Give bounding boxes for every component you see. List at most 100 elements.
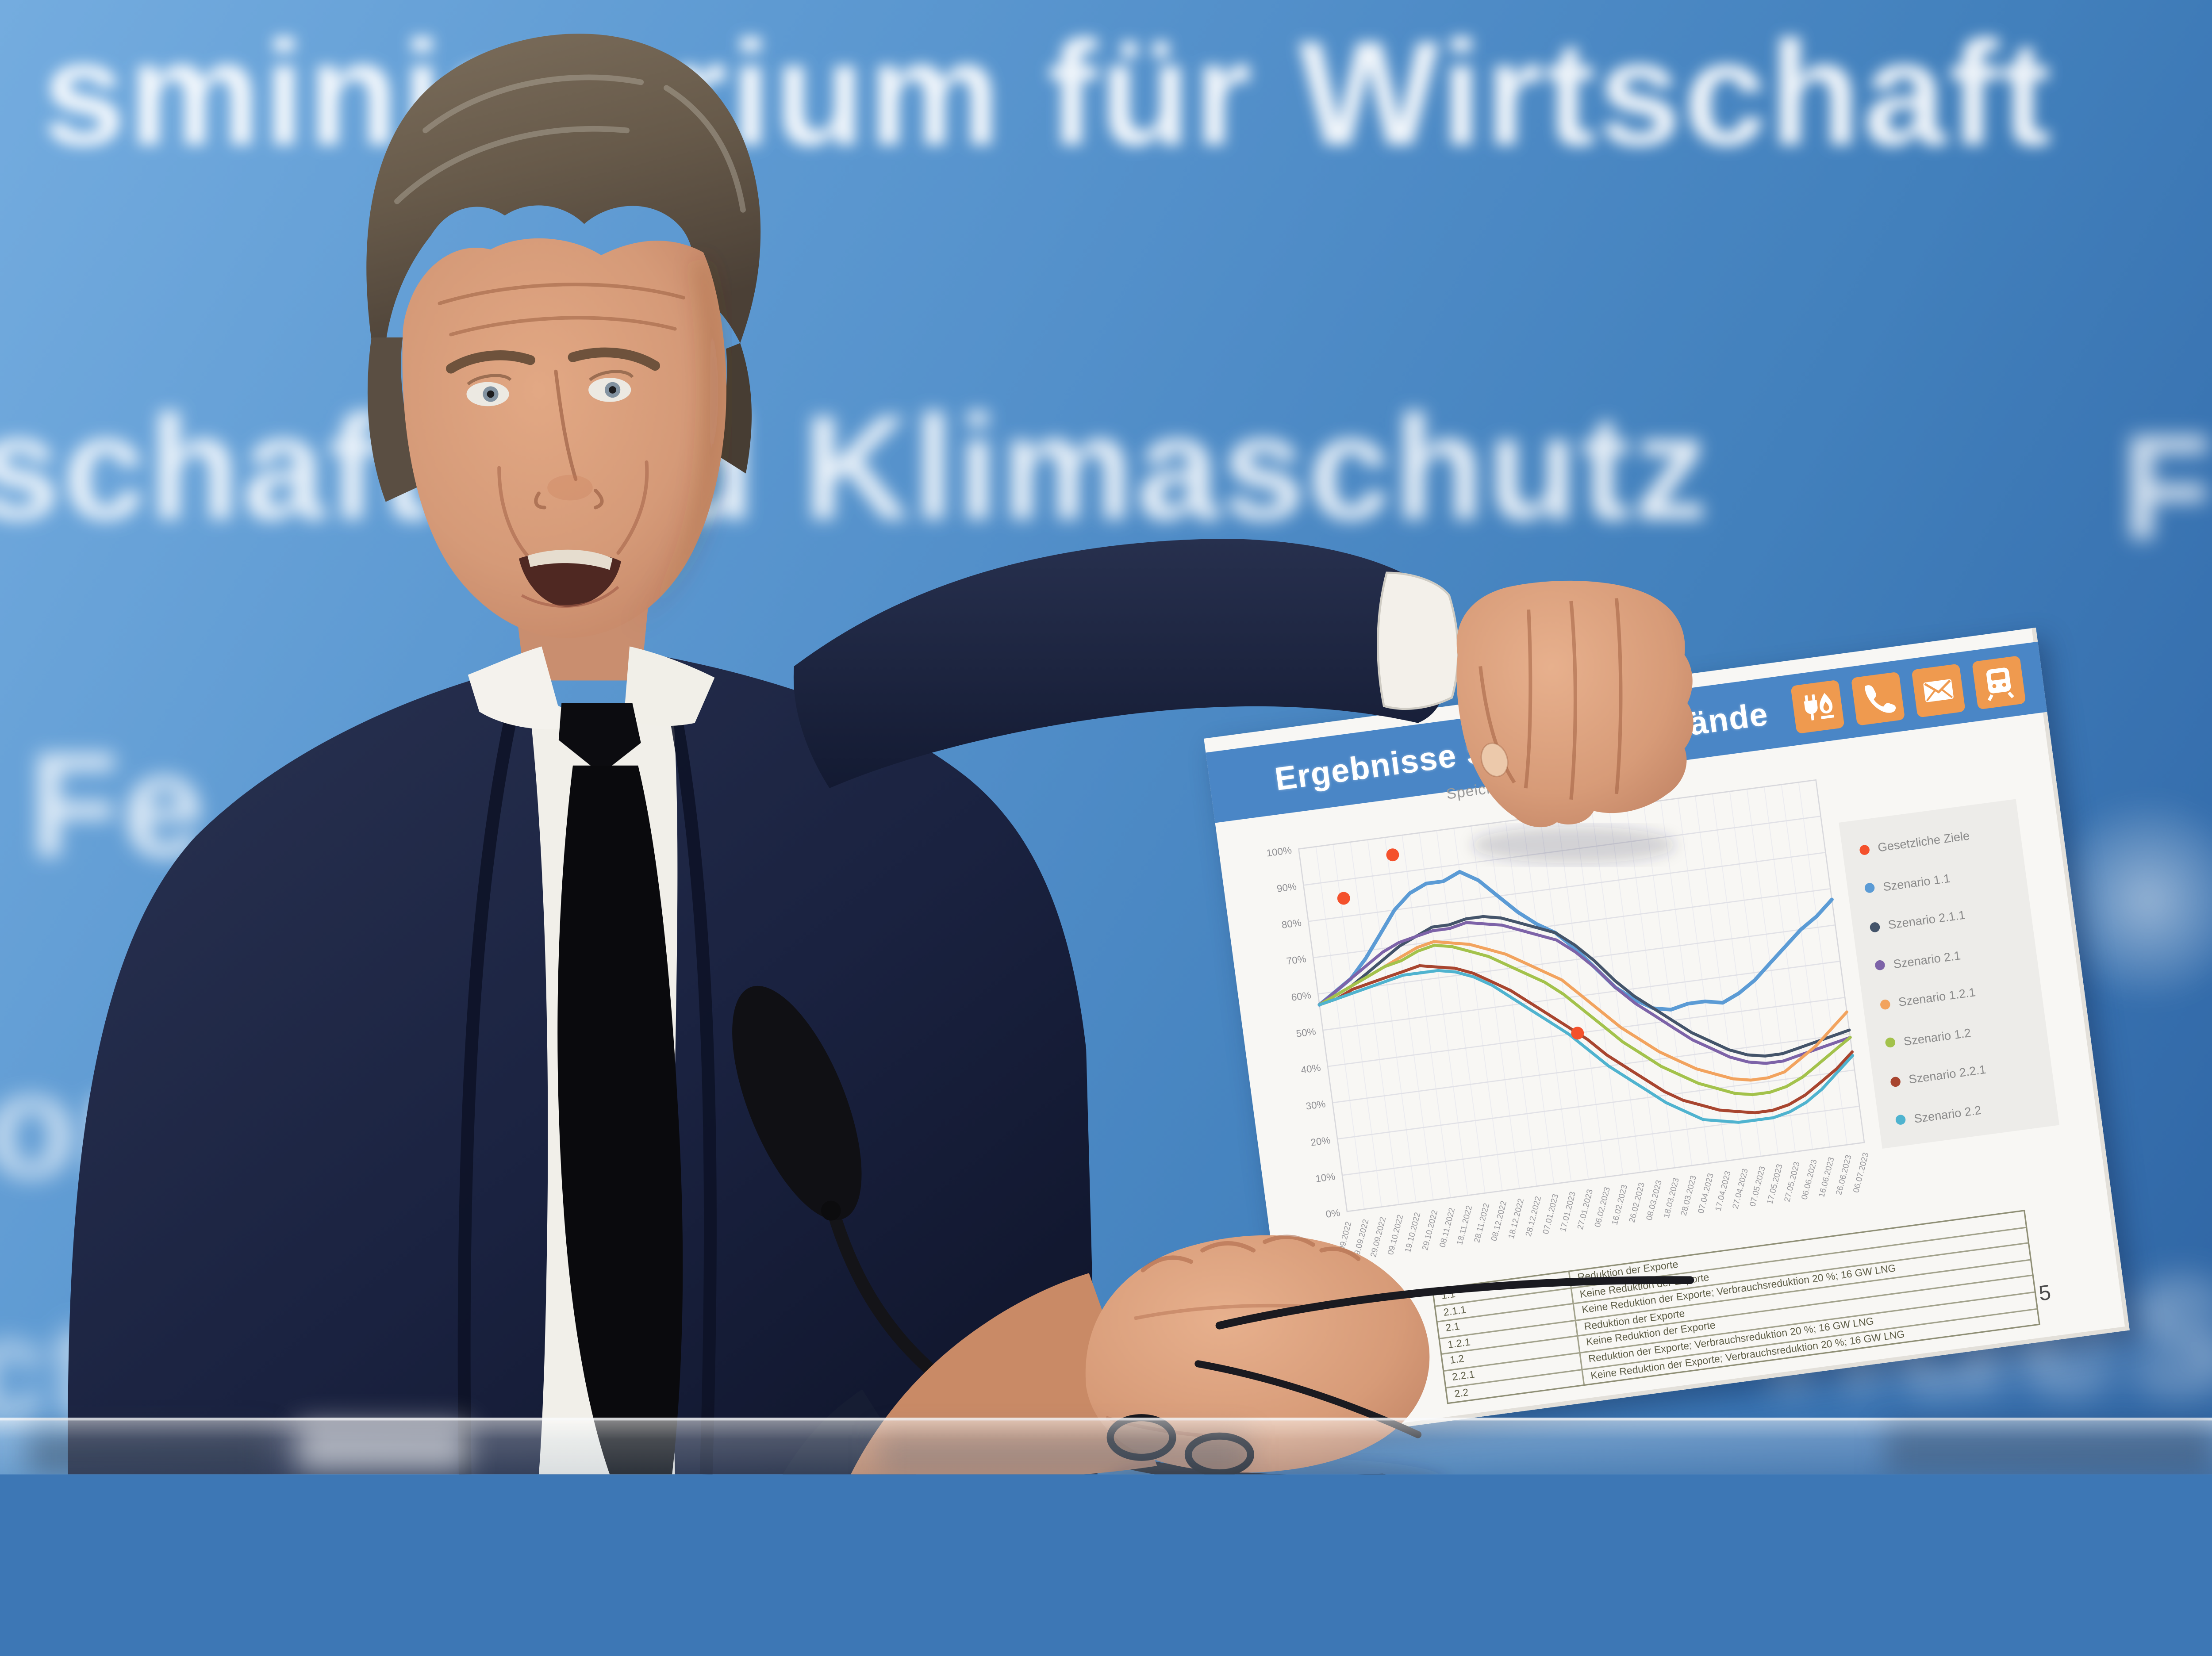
x-axis-date-label: 09.10.2022 (1386, 1214, 1405, 1256)
x-axis-date-label: 19.10.2022 (1403, 1211, 1422, 1254)
ministry-icon-row (1790, 656, 2026, 734)
x-axis-date-label: 18.11.2022 (1455, 1204, 1474, 1246)
gridline-h (1332, 1033, 1850, 1104)
legend-label: Gesetzliche Ziele (1877, 828, 1970, 855)
y-axis-tick-label: 90% (1276, 881, 1297, 894)
y-axis-tick-label: 0% (1325, 1207, 1340, 1220)
lectern-glass-edge (0, 1418, 2212, 1475)
x-axis-date-label: 17.05.2023 (1765, 1163, 1784, 1205)
glass-shadow-mid (879, 1434, 1248, 1475)
legend-item: Szenario 2.1 (1874, 937, 2036, 973)
gridline-h (1337, 1069, 1855, 1140)
x-axis-date-label: 26.06.2023 (1834, 1154, 1853, 1196)
y-axis-tick-label: 30% (1305, 1098, 1326, 1112)
legal-target-dot (1337, 892, 1350, 905)
legend-label: Szenario 2.2.1 (1908, 1062, 1987, 1087)
x-axis-date-label: 28.03.2023 (1678, 1174, 1697, 1216)
series-szenario-2-1 (1318, 921, 1852, 1065)
series-szenario-1-2-1 (1318, 940, 1848, 1082)
backdrop-text-fragment: F (2121, 405, 2212, 571)
x-axis-date-label: 18.12.2022 (1506, 1197, 1525, 1239)
train-icon (1972, 656, 2026, 710)
legend-dot (1859, 843, 1870, 855)
x-axis-date-label: 16.06.2023 (1816, 1156, 1836, 1198)
x-axis-date-label: 08.11.2022 (1437, 1207, 1456, 1248)
x-axis-date-label: 27.05.2023 (1782, 1161, 1801, 1203)
backdrop-text-fragment: sministerium für Wirtschaft (42, 11, 2054, 177)
legend-dot (1895, 1114, 1906, 1126)
x-axis-date-label: 08.12.2022 (1489, 1200, 1508, 1242)
y-axis-tick-label: 50% (1295, 1026, 1317, 1039)
legend-label: Szenario 1.1 (1882, 870, 1951, 893)
slide-header-band: Ergebnisse Speicherfüllstände (1206, 641, 2047, 823)
press-conference-photo: sministerium für Wirtschaft schaft und Kl… (0, 0, 2212, 1475)
legend-item: Szenario 1.2.1 (1879, 976, 2041, 1012)
x-axis-date-label: 27.04.2023 (1730, 1168, 1749, 1210)
x-axis-date-label: 19.09.2022 (1351, 1218, 1370, 1260)
series-szenario-2-2 (1318, 969, 1855, 1124)
legend-dot (1885, 1037, 1896, 1048)
y-axis-tick-label: 100% (1266, 844, 1292, 859)
x-axis-date-label: 06.06.2023 (1799, 1158, 1818, 1200)
legend-item: Szenario 2.2.1 (1889, 1054, 2051, 1089)
x-axis-date-label: 17.04.2023 (1713, 1170, 1732, 1212)
glass-shadow-right (1886, 1426, 2212, 1475)
x-axis-date-label: 17.01.2023 (1558, 1191, 1577, 1233)
x-axis-date-label: 07.05.2023 (1747, 1165, 1767, 1208)
legend-label: Szenario 1.2 (1902, 1024, 1972, 1048)
slide-poster: Ergebnisse Speicherfüllstände (1204, 627, 2130, 1441)
x-axis-date-label: 26.02.2023 (1627, 1181, 1646, 1223)
gridline-h (1327, 997, 1845, 1067)
glass-reflection (298, 1423, 468, 1472)
legal-target-dot (1386, 848, 1399, 862)
backdrop-text-fragment: schaft und Klimaschutz (0, 385, 1711, 552)
y-axis-tick-label: 40% (1300, 1062, 1321, 1076)
x-axis-date-label: 29.10.2022 (1420, 1209, 1439, 1251)
legend-dot (1864, 882, 1875, 894)
series-szenario-2-1-1 (1318, 915, 1851, 1058)
series-szenario-1-1 (1317, 870, 1834, 1012)
x-axis-date-label: 07.04.2023 (1696, 1172, 1715, 1214)
legend-dot (1879, 998, 1891, 1010)
legend-item: Szenario 2.1.1 (1869, 899, 2031, 934)
x-axis-date-label: 09.09.2022 (1334, 1220, 1353, 1262)
legend-item: Szenario 1.1 (1864, 860, 2026, 896)
series-szenario-1-2 (1318, 943, 1852, 1096)
x-axis-date-label: 16.02.2023 (1610, 1184, 1629, 1226)
legend-dot (1874, 959, 1886, 971)
gridline-h (1318, 924, 1836, 995)
x-axis-date-label: 18.03.2023 (1661, 1177, 1680, 1219)
legend-label: Szenario 1.2.1 (1897, 985, 1977, 1009)
x-axis-date-label: 28.11.2022 (1472, 1202, 1491, 1244)
legend-label: Szenario 2.1.1 (1887, 907, 1966, 932)
x-axis-date-label: 28.12.2022 (1524, 1195, 1543, 1237)
gridline-h (1303, 816, 1821, 886)
x-axis-date-label: 29.09.2022 (1368, 1216, 1387, 1258)
backdrop-text-fragment: or (0, 1043, 141, 1209)
legend-label: Szenario 2.2 (1913, 1102, 1982, 1125)
phone-icon (1851, 671, 1905, 726)
plug-flame-icon (1790, 679, 1845, 734)
y-axis-tick-label: 80% (1281, 917, 1302, 931)
legend-item: Szenario 1.2 (1885, 1015, 2047, 1050)
x-axis-date-label: 27.01.2023 (1575, 1188, 1594, 1230)
gridline-h (1308, 852, 1826, 922)
series-szenario-2-2-1 (1318, 964, 1854, 1115)
y-axis-tick-label: 20% (1310, 1135, 1331, 1148)
x-axis-date-label: 07.01.2023 (1541, 1193, 1560, 1235)
legal-target-dot (1571, 1027, 1584, 1040)
x-axis-date-label: 06.07.2023 (1851, 1151, 1870, 1193)
backdrop-text-fragment: Fe (28, 723, 208, 889)
legend-dot (1889, 1075, 1901, 1087)
y-axis-tick-label: 10% (1315, 1171, 1336, 1184)
x-axis-date-label: 06.02.2023 (1593, 1186, 1612, 1228)
x-axis-date-label: 08.03.2023 (1644, 1179, 1663, 1221)
y-axis-tick-label: 60% (1290, 989, 1312, 1003)
legend-item: Szenario 2.2 (1895, 1092, 2057, 1127)
legend-item: Gesetzliche Ziele (1859, 821, 2020, 857)
glass-shadow-left (28, 1432, 269, 1475)
legend-dot (1869, 921, 1881, 932)
y-axis-tick-label: 70% (1286, 953, 1307, 967)
envelope-icon (1911, 663, 1966, 718)
